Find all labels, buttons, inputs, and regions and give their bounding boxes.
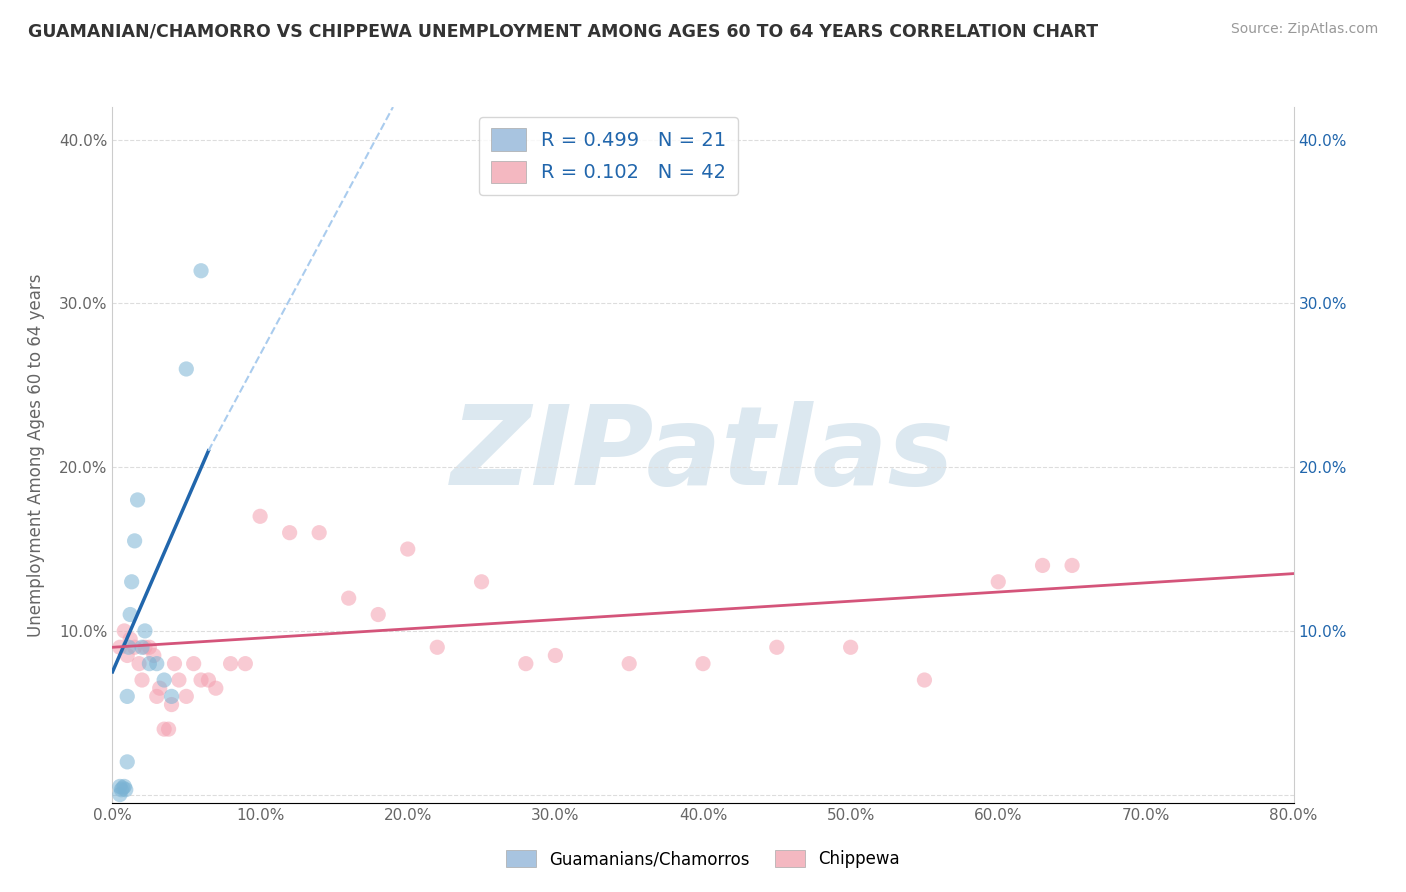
Point xyxy=(153,673,176,687)
Point xyxy=(117,690,138,704)
Point xyxy=(108,780,131,794)
Point xyxy=(112,780,135,794)
Point xyxy=(157,722,180,736)
Point xyxy=(124,640,146,655)
Point xyxy=(167,673,190,687)
Point xyxy=(112,624,135,638)
Point xyxy=(367,607,389,622)
Legend: Guamanians/Chamorros, Chippewa: Guamanians/Chamorros, Chippewa xyxy=(499,843,907,875)
Point xyxy=(197,673,219,687)
Point xyxy=(766,640,789,655)
Legend: R = 0.499   N = 21, R = 0.102   N = 42: R = 0.499 N = 21, R = 0.102 N = 42 xyxy=(479,117,738,194)
Point xyxy=(121,574,143,589)
Point xyxy=(396,542,419,557)
Text: GUAMANIAN/CHAMORRO VS CHIPPEWA UNEMPLOYMENT AMONG AGES 60 TO 64 YEARS CORRELATIO: GUAMANIAN/CHAMORRO VS CHIPPEWA UNEMPLOYM… xyxy=(28,22,1098,40)
Point xyxy=(190,264,212,278)
Point xyxy=(108,640,131,655)
Point xyxy=(278,525,301,540)
Point xyxy=(120,632,142,646)
Point xyxy=(174,362,197,376)
Point xyxy=(134,624,156,638)
Point xyxy=(219,657,242,671)
Point xyxy=(142,648,165,663)
Point xyxy=(163,657,186,671)
Point xyxy=(127,492,149,507)
Point xyxy=(308,525,330,540)
Point xyxy=(692,657,714,671)
Point xyxy=(160,690,183,704)
Point xyxy=(108,788,131,802)
Point xyxy=(149,681,172,696)
Point xyxy=(118,640,141,655)
Point xyxy=(619,657,641,671)
Point xyxy=(426,640,449,655)
Point xyxy=(131,640,153,655)
Point xyxy=(174,690,197,704)
Point xyxy=(1062,558,1084,573)
Point xyxy=(110,782,132,797)
Point xyxy=(131,673,153,687)
Point xyxy=(124,533,146,548)
Point xyxy=(470,574,494,589)
Point xyxy=(190,673,212,687)
Point xyxy=(914,673,936,687)
Point xyxy=(183,657,205,671)
Point xyxy=(134,640,156,655)
Point xyxy=(117,755,138,769)
Text: ZIPatlas: ZIPatlas xyxy=(451,401,955,508)
Point xyxy=(249,509,271,524)
Point xyxy=(1032,558,1054,573)
Text: Source: ZipAtlas.com: Source: ZipAtlas.com xyxy=(1230,22,1378,37)
Point xyxy=(117,648,138,663)
Point xyxy=(839,640,862,655)
Y-axis label: Unemployment Among Ages 60 to 64 years: Unemployment Among Ages 60 to 64 years xyxy=(27,273,45,637)
Point xyxy=(128,657,150,671)
Point xyxy=(138,640,160,655)
Point xyxy=(120,607,142,622)
Point xyxy=(146,690,169,704)
Point xyxy=(160,698,183,712)
Point xyxy=(153,722,176,736)
Point xyxy=(138,657,160,671)
Point xyxy=(515,657,537,671)
Point xyxy=(114,782,136,797)
Point xyxy=(111,780,134,795)
Point xyxy=(205,681,228,696)
Point xyxy=(544,648,567,663)
Point xyxy=(233,657,256,671)
Point xyxy=(987,574,1010,589)
Point xyxy=(146,657,169,671)
Point xyxy=(337,591,360,606)
